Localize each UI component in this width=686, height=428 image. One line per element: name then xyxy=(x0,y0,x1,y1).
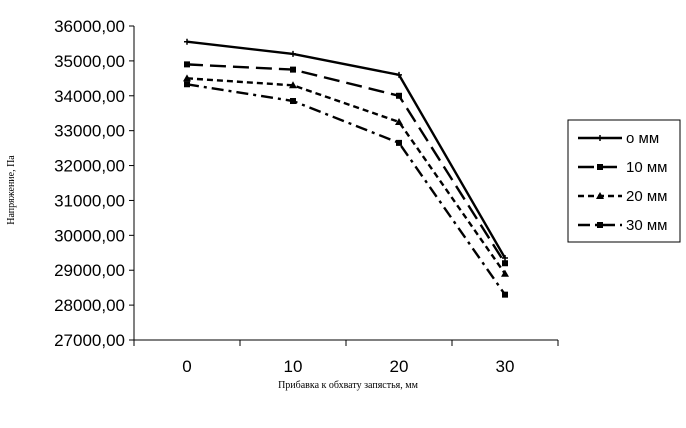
data-point xyxy=(289,81,297,89)
y-tick-label: 35000,00 xyxy=(54,52,125,71)
data-point xyxy=(184,81,190,88)
y-tick-label: 29000,00 xyxy=(54,261,125,280)
series-3 xyxy=(184,81,508,298)
data-point xyxy=(596,192,604,199)
data-point xyxy=(597,222,603,228)
series-line xyxy=(186,77,506,275)
legend-label: о мм xyxy=(626,130,659,147)
x-axis-title: Прибавка к обхвату запястья, мм xyxy=(278,380,419,391)
y-tick-label: 28000,00 xyxy=(54,296,125,315)
legend: о мм 10 мм 20 мм 30 мм xyxy=(567,119,681,243)
series-line xyxy=(186,40,507,259)
data-point xyxy=(290,66,296,73)
x-axis: 0 10 20 30 xyxy=(133,339,559,376)
data-point xyxy=(597,164,603,170)
data-point xyxy=(396,92,402,99)
legend-label: 10 мм xyxy=(626,159,667,176)
series-line xyxy=(186,83,506,296)
data-point xyxy=(290,98,296,105)
data-point xyxy=(183,74,191,82)
series-1 xyxy=(184,61,508,267)
data-point xyxy=(290,50,296,57)
data-point xyxy=(396,71,402,78)
legend-box xyxy=(567,119,681,243)
series-lines xyxy=(183,38,509,298)
data-point xyxy=(395,117,403,125)
y-tick-label: 32000,00 xyxy=(54,157,125,176)
data-point xyxy=(597,135,603,141)
series-line xyxy=(186,63,507,264)
series-2 xyxy=(183,74,509,277)
y-axis: 27000,00 28000,00 29000,00 30000,00 31000,00… xyxy=(54,17,135,350)
legend-label: 20 мм xyxy=(626,188,667,205)
x-tick-label: 20 xyxy=(390,357,409,376)
x-tick-label: 10 xyxy=(284,357,303,376)
data-point xyxy=(396,139,402,146)
y-tick-label: 36000,00 xyxy=(54,17,125,36)
data-point xyxy=(184,38,190,45)
x-tick-label: 30 xyxy=(496,357,515,376)
data-point xyxy=(502,291,508,298)
series-0 xyxy=(184,38,508,262)
data-point xyxy=(501,269,509,277)
data-point xyxy=(502,255,508,262)
x-tick-label: 0 xyxy=(182,357,191,376)
data-point xyxy=(502,260,508,267)
y-tick-label: 30000,00 xyxy=(54,226,125,245)
y-tick-label: 31000,00 xyxy=(54,191,125,210)
y-tick-label: 34000,00 xyxy=(54,87,125,106)
data-point xyxy=(184,61,190,68)
legend-label: 30 мм xyxy=(626,217,667,234)
y-tick-label: 27000,00 xyxy=(54,331,125,350)
y-axis-title: Напряжение, Па xyxy=(6,155,17,225)
y-tick-label: 33000,00 xyxy=(54,122,125,141)
